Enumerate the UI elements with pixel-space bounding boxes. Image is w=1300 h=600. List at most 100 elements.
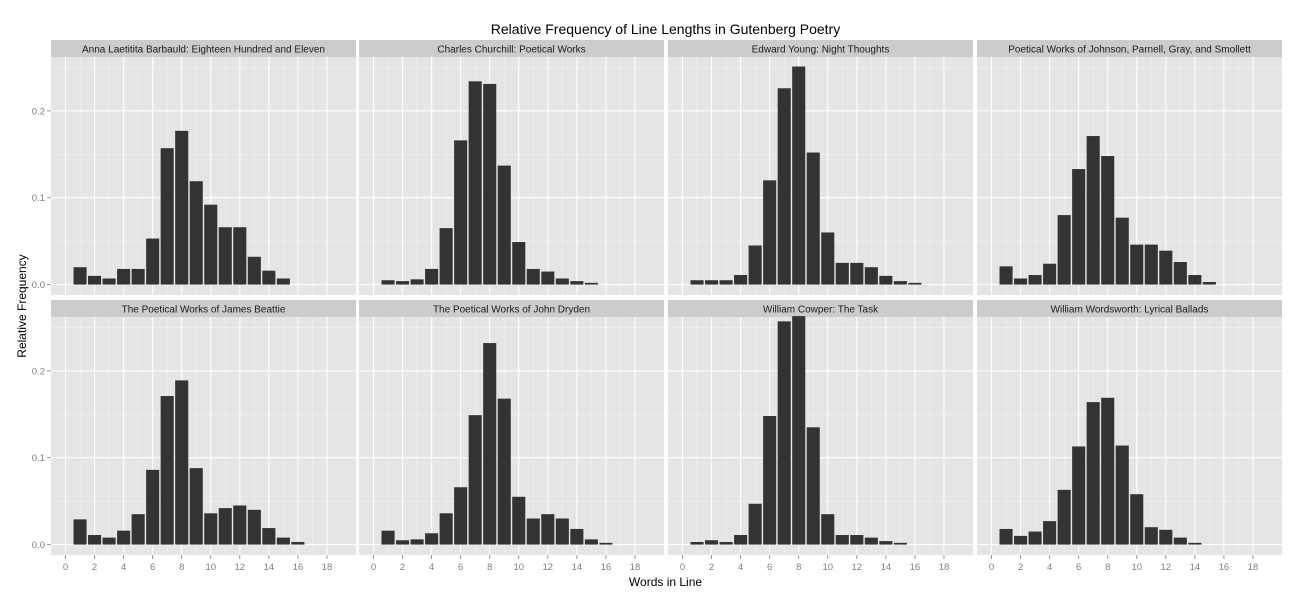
bar (131, 268, 145, 285)
x-tick-label: 14 (881, 562, 892, 573)
bar (821, 232, 835, 285)
x-tick-label: 12 (852, 562, 863, 573)
bar (599, 542, 613, 545)
bar (864, 267, 878, 285)
bar (526, 268, 540, 285)
facet-panel: The Poetical Works of John Dryden 0 2 4 6 8 10… (359, 300, 664, 573)
bar (410, 539, 424, 545)
bar (690, 541, 704, 545)
facet-strip-label: Anna Laetitita Barbauld: Eighteen Hundre… (82, 45, 325, 56)
bar (1173, 261, 1187, 285)
bar (1144, 527, 1158, 545)
panel-background (668, 57, 973, 295)
bar (1115, 445, 1129, 545)
bar (526, 518, 540, 545)
bar (893, 542, 907, 545)
facet-strip (359, 300, 664, 317)
bar (262, 270, 276, 285)
panel-background (977, 57, 1282, 295)
bar (1043, 521, 1057, 545)
facet-strip-label: Edward Young: Night Thoughts (752, 45, 890, 56)
panel-background (668, 317, 973, 555)
bar (396, 540, 410, 545)
bar (204, 513, 218, 545)
bar (425, 533, 439, 545)
bar (821, 514, 835, 545)
x-tick-label: 16 (601, 562, 612, 573)
bar (999, 528, 1013, 545)
x-tick-label: 0 (63, 562, 68, 573)
bar (850, 262, 864, 285)
panel-background (359, 57, 664, 295)
bar (1101, 397, 1115, 545)
facet-strip-label: William Wordsworth: Lyrical Ballads (1051, 305, 1209, 316)
bar (705, 280, 719, 285)
bar (512, 242, 526, 285)
bar (777, 321, 791, 545)
facet-strip (977, 300, 1282, 317)
x-tick-label: 18 (322, 562, 333, 573)
bar (555, 518, 569, 545)
bar (806, 427, 820, 545)
bar (439, 228, 453, 285)
facet-strip (359, 40, 664, 57)
x-tick-label: 8 (796, 562, 801, 573)
x-tick-label: 4 (1047, 562, 1052, 573)
facet-strip-label: Poetical Works of Johnson, Parnell, Gray… (1008, 45, 1251, 56)
bar (734, 535, 748, 545)
bar (1173, 537, 1187, 545)
bar (102, 278, 116, 285)
bar (381, 530, 395, 545)
facet-strip-label: The Poetical Works of James Beattie (122, 305, 286, 316)
bar (160, 396, 174, 545)
bar (850, 535, 864, 545)
bar (88, 275, 102, 285)
bar (893, 281, 907, 285)
panel-background (977, 317, 1282, 555)
x-tick-label: 6 (458, 562, 463, 573)
x-tick-label: 2 (1018, 562, 1023, 573)
bar (117, 268, 131, 285)
bar (233, 505, 247, 545)
bar (189, 181, 203, 285)
facet-panel: Charles Churchill: Poetical Works (359, 40, 664, 295)
facet-panel: Anna Laetitita Barbauld: Eighteen Hundre… (32, 40, 356, 295)
bar (189, 468, 203, 545)
bar (879, 541, 893, 545)
x-tick-label: 18 (1248, 562, 1259, 573)
bar (1101, 156, 1115, 285)
bar (1043, 263, 1057, 285)
facet-panel: The Poetical Works of James Beattie 0.0 0.… (32, 300, 356, 573)
bar (1028, 275, 1042, 285)
bar (483, 343, 497, 545)
bar (396, 281, 410, 285)
x-tick-label: 14 (1190, 562, 1201, 573)
bar (468, 415, 482, 545)
x-tick-label: 12 (543, 562, 554, 573)
x-tick-label: 0 (371, 562, 376, 573)
bar (835, 535, 849, 545)
y-tick-label: 0.0 (32, 280, 45, 291)
bar (879, 275, 893, 285)
bar (218, 508, 232, 545)
bar (175, 130, 189, 285)
bar (1014, 278, 1028, 285)
bar (381, 280, 395, 285)
x-tick-label: 10 (513, 562, 524, 573)
x-tick-label: 6 (767, 562, 772, 573)
bar (276, 537, 290, 545)
x-tick-label: 12 (235, 562, 246, 573)
bar (454, 487, 468, 545)
bar (748, 245, 762, 285)
x-tick-label: 16 (910, 562, 921, 573)
bar (1159, 250, 1173, 285)
bar (247, 256, 261, 285)
bar (1028, 531, 1042, 545)
bar (1057, 489, 1071, 545)
facet-panel: Poetical Works of Johnson, Parnell, Gray… (977, 40, 1282, 295)
bar (570, 528, 584, 545)
bar (1115, 217, 1129, 285)
x-tick-label: 0 (680, 562, 685, 573)
bar (218, 227, 232, 285)
